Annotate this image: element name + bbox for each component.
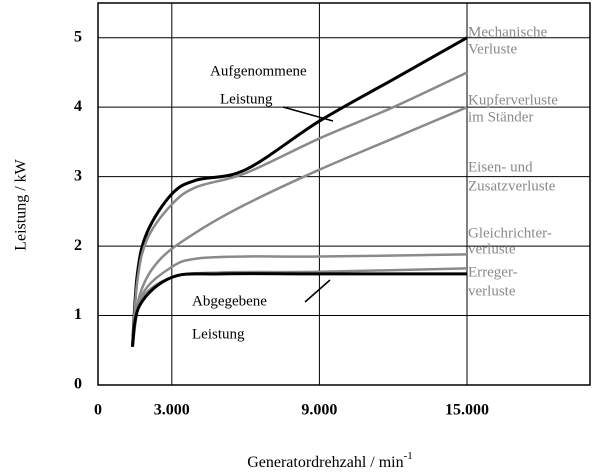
y-tick-label: 1 bbox=[74, 306, 82, 323]
x-tick-label: 0 bbox=[94, 402, 102, 419]
x-axis-label-text: Generatordrehzahl / min bbox=[247, 454, 403, 471]
series-line bbox=[131, 253, 468, 348]
annotation: Gleichrichter- bbox=[468, 225, 552, 241]
annotation: Zusatzverluste bbox=[468, 178, 556, 194]
annotation: verluste bbox=[468, 241, 516, 257]
y-tick-label: 4 bbox=[74, 98, 82, 115]
plot-frame bbox=[97, 2, 591, 386]
series-line bbox=[131, 267, 468, 348]
y-tick-label: 2 bbox=[74, 237, 82, 254]
x-tick-label: 9.000 bbox=[301, 402, 337, 419]
annotation: Verluste bbox=[468, 41, 517, 57]
annotation: Kupferverluste bbox=[468, 92, 558, 108]
annotation: Eisen- und bbox=[468, 159, 533, 175]
y-tick-label: 5 bbox=[74, 28, 82, 45]
x-tick-label: 3.000 bbox=[154, 402, 190, 419]
series-line bbox=[131, 71, 468, 347]
annotation: Abgegebene bbox=[192, 293, 267, 309]
x-axis-label-sup: -1 bbox=[404, 450, 413, 462]
x-axis-label: Generatordrehzahl / min-1 bbox=[247, 450, 413, 471]
annotation: im Ständer bbox=[468, 109, 533, 125]
series-line bbox=[130, 272, 467, 348]
leader-line bbox=[304, 279, 331, 303]
series-line bbox=[131, 106, 468, 347]
annotation: Leistung bbox=[192, 326, 245, 342]
series-line bbox=[130, 36, 468, 347]
x-tick-label: 15.000 bbox=[445, 402, 489, 419]
annotation: Mechanische bbox=[468, 24, 547, 40]
annotation: Erreger- bbox=[468, 264, 518, 280]
y-axis-label: Leistung / kW bbox=[13, 158, 30, 250]
y-tick-label: 0 bbox=[74, 376, 82, 393]
annotation: Leistung bbox=[220, 91, 273, 107]
y-tick-label: 3 bbox=[74, 167, 82, 184]
annotation: Aufgenommene bbox=[210, 63, 307, 79]
annotation: verluste bbox=[468, 283, 516, 299]
